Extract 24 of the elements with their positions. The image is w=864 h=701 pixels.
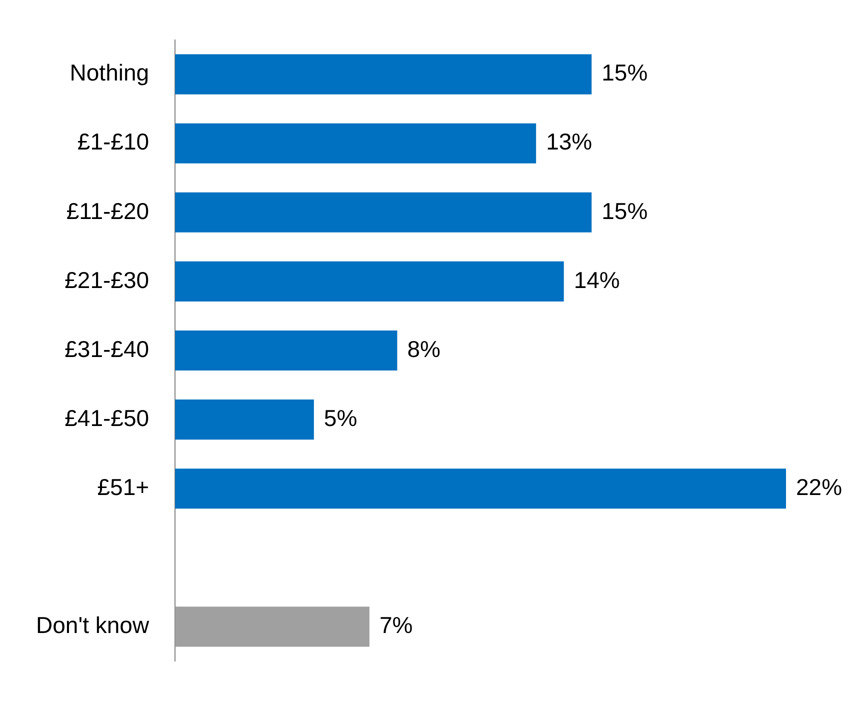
bar: [175, 261, 564, 302]
y-tick-label: Nothing: [70, 60, 150, 86]
y-tick-label: £31-£40: [64, 336, 150, 362]
y-tick-label: £1-£10: [77, 128, 150, 155]
bar: [175, 192, 592, 232]
bar: [175, 468, 786, 509]
data-label: 5%: [324, 404, 358, 431]
data-label: 13%: [546, 128, 592, 155]
bar: [175, 606, 370, 647]
data-label: 7%: [379, 612, 413, 638]
bar: [175, 330, 398, 371]
y-tick-label: Don't know: [36, 612, 150, 638]
bar: [175, 400, 314, 440]
bar: [175, 123, 536, 164]
data-label: 14%: [574, 266, 620, 293]
y-tick-label: £51+: [97, 474, 150, 500]
data-label: 15%: [602, 198, 648, 224]
y-tick-label: £11-£20: [66, 198, 150, 224]
data-label: 22%: [796, 474, 842, 500]
bar: [175, 54, 592, 94]
data-label: 15%: [602, 60, 648, 86]
y-tick-label: £41-£50: [64, 404, 150, 431]
data-label: 8%: [407, 336, 440, 362]
y-tick-label: £21-£30: [64, 266, 150, 293]
